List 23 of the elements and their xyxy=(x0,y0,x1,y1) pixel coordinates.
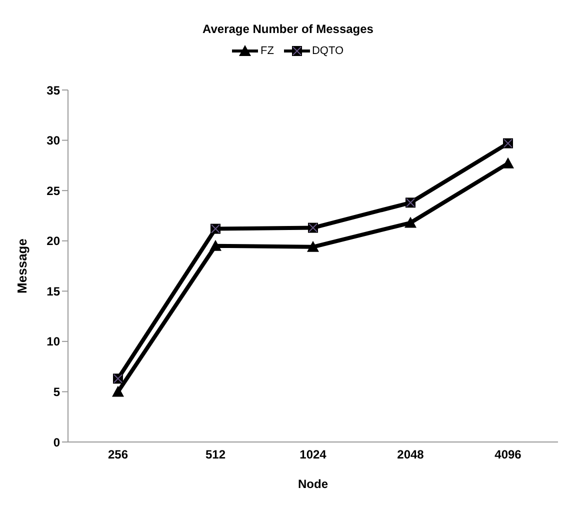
y-tick-label: 20 xyxy=(46,234,60,248)
x-tick-label: 4096 xyxy=(494,448,522,462)
y-tick-label: 15 xyxy=(46,284,60,298)
x-tick-label: 2048 xyxy=(397,448,424,462)
y-tick-label: 35 xyxy=(46,83,60,98)
x-tick-label: 512 xyxy=(205,448,226,462)
y-tick-label: 0 xyxy=(53,435,60,450)
y-axis-title: Message xyxy=(14,238,30,294)
x-tick-label: 1024 xyxy=(300,448,327,462)
point xyxy=(112,386,124,397)
legend-label: DQTO xyxy=(310,44,344,58)
y-tick-label: 30 xyxy=(46,134,60,148)
x-axis-title: Node xyxy=(298,477,328,491)
legend-label: FZ xyxy=(259,44,274,58)
y-tick-label: 10 xyxy=(46,334,60,349)
chart-title: Average Number of Messages xyxy=(202,21,374,38)
x-tick-label: 256 xyxy=(108,448,128,462)
y-tick-label: 5 xyxy=(53,384,60,399)
y-tick-label: 25 xyxy=(46,184,60,198)
point xyxy=(502,157,514,168)
point xyxy=(307,240,319,252)
point xyxy=(404,216,416,228)
point xyxy=(210,240,222,251)
